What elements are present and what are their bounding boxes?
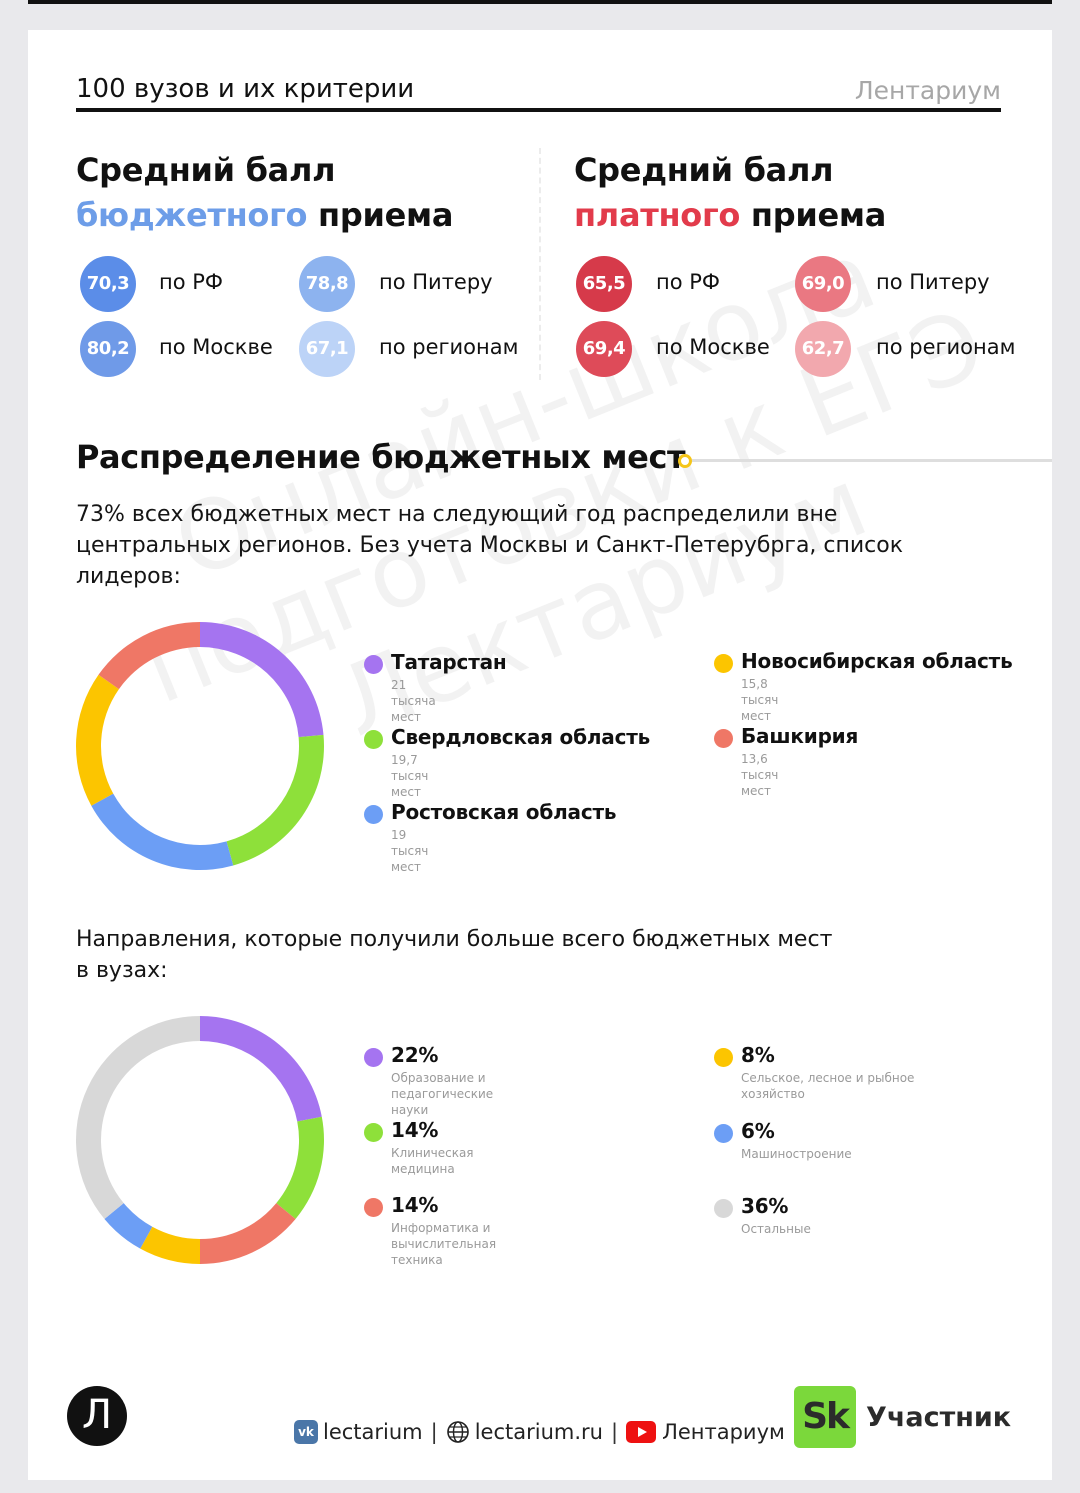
brand-name: Лентариум	[854, 76, 1001, 105]
budget-badge-spb: 78,8	[299, 256, 355, 312]
legend-label: Ростовская область	[391, 800, 617, 824]
budget-label-spb: по Питеру	[379, 270, 493, 294]
paid-label-msk: по Москве	[656, 335, 770, 359]
paid-title-accent: платного	[574, 196, 741, 234]
site-link[interactable]: lectarium.ru	[474, 1420, 603, 1444]
skolkovo-logo-icon: Sk	[794, 1386, 856, 1448]
legend-sublabel: 19,7 тысяч мест	[391, 753, 429, 799]
budget-title-line1: Средний балл	[76, 151, 336, 189]
budget-title-accent: бюджетного	[76, 196, 308, 234]
regions-donut-chart	[76, 622, 324, 870]
legend-dot-red	[364, 1198, 383, 1217]
budget-badge-regions: 67,1	[299, 321, 355, 377]
infographic-card: Онлайн-школа подготовки к ЕГЭ Лектариум …	[28, 30, 1052, 1480]
budget-label-rf: по РФ	[159, 270, 223, 294]
budget-badge-msk: 80,2	[80, 321, 136, 377]
legend-sublabel: 15,8 тысяч мест	[741, 677, 779, 723]
legend-sublabel: 19 тысяч мест	[391, 828, 429, 874]
paid-label-spb: по Питеру	[876, 270, 990, 294]
donut-slice	[226, 734, 324, 866]
donut-slice	[276, 1116, 324, 1220]
donut-slice	[76, 1016, 200, 1220]
legend-label: Башкирия	[741, 724, 859, 748]
footer-separator: |	[610, 1420, 619, 1444]
donut-slice	[200, 1203, 296, 1264]
legend-label: 14%	[391, 1118, 439, 1142]
legend-dot-green	[364, 1123, 383, 1142]
legend-dot-purple	[364, 1048, 383, 1067]
legend-dot-gray	[714, 1199, 733, 1218]
legend-sublabel: Остальные	[741, 1222, 811, 1236]
legend-label: 8%	[741, 1043, 775, 1067]
budget-title-rest: приема	[307, 196, 454, 234]
youtube-icon	[626, 1421, 657, 1443]
legend-sublabel: Клиническая медицина	[391, 1146, 474, 1176]
donut-slice	[98, 622, 200, 690]
donut-slice	[200, 622, 324, 738]
legend-dot-purple	[364, 655, 383, 674]
donut-slice	[140, 1226, 200, 1264]
legend-sublabel: Машиностроение	[741, 1147, 852, 1161]
title-rule	[692, 459, 1052, 462]
vk-icon: vk	[294, 1420, 318, 1444]
budget-label-msk: по Москве	[159, 335, 273, 359]
paid-label-rf: по РФ	[656, 270, 720, 294]
legend-sublabel: Информатика и вычислительная техника	[391, 1221, 497, 1267]
legend-dot-blue	[364, 805, 383, 824]
distribution-title: Распределение бюджетных мест	[76, 438, 686, 476]
budget-score-heading: Средний балл бюджетного приема	[76, 148, 526, 238]
legend-dot-green	[364, 730, 383, 749]
vk-link[interactable]: lectarium	[323, 1420, 423, 1444]
paid-badge-rf: 65,5	[576, 256, 632, 312]
donut-slice	[76, 674, 119, 806]
legend-label: 14%	[391, 1193, 439, 1217]
legend-label: Татарстан	[391, 650, 507, 674]
budget-title: Средний балл бюджетного приема	[76, 148, 526, 238]
legend-sublabel: 13,6 тысяч мест	[741, 752, 779, 798]
legend-label: 36%	[741, 1194, 789, 1218]
footer-separator: |	[430, 1420, 438, 1444]
skolkovo-participant-label: Участник	[866, 1402, 1012, 1433]
globe-icon	[446, 1421, 469, 1443]
legend-dot-blue	[714, 1124, 733, 1143]
paid-score-heading: Средний балл платного приема	[574, 148, 1024, 238]
directions-text: Направления, которые получили больше все…	[76, 927, 833, 983]
budget-badge-rf: 70,3	[80, 256, 136, 312]
footer-links: vk lectarium | lectarium.ru | Лентариум	[294, 1416, 785, 1448]
legend-label: Свердловская область	[391, 725, 651, 749]
legend-sublabel: Образование и педагогические науки	[391, 1071, 494, 1117]
page-header: 100 вузов и их критерии Лентариум	[76, 74, 1001, 112]
page-title: 100 вузов и их критерии	[76, 74, 415, 104]
donut-slice	[104, 1203, 153, 1249]
paid-title-line1: Средний балл	[574, 151, 834, 189]
directions-donut-chart	[76, 1016, 324, 1264]
legend-sublabel: Сельское, лесное и рыбное хозяйство	[741, 1071, 915, 1101]
donut-slice	[91, 793, 234, 870]
lectarium-logo-icon: Л	[67, 1386, 127, 1446]
paid-badge-regions: 62,7	[795, 321, 851, 377]
budget-label-regions: по регионам	[379, 335, 519, 359]
youtube-link[interactable]: Лентариум	[662, 1420, 785, 1444]
legend-dot-yellow	[714, 654, 733, 673]
paid-title: Средний балл платного приема	[574, 148, 1024, 238]
legend-dot-red	[714, 729, 733, 748]
legend-label: Новосибирская область	[741, 649, 1013, 673]
paid-title-rest: приема	[740, 196, 887, 234]
distribution-text: 73% всех бюджетных мест на следующий год…	[76, 502, 904, 589]
top-border	[28, 0, 1052, 4]
legend-label: 22%	[391, 1043, 439, 1067]
paid-badge-spb: 69,0	[795, 256, 851, 312]
column-divider	[539, 148, 541, 380]
legend-sublabel: 21 тысяча мест	[391, 678, 436, 724]
legend-dot-yellow	[714, 1048, 733, 1067]
paid-badge-msk: 69,4	[576, 321, 632, 377]
legend-label: 6%	[741, 1119, 775, 1143]
donut-slice	[200, 1016, 322, 1122]
title-dot-icon	[678, 454, 692, 468]
paid-label-regions: по регионам	[876, 335, 1016, 359]
